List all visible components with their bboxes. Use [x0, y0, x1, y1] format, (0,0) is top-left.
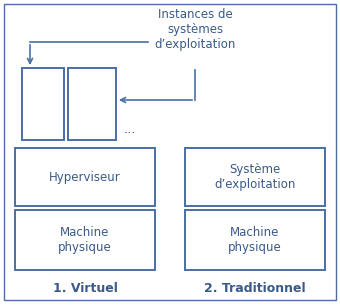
Text: Système
d’exploitation: Système d’exploitation [214, 163, 296, 191]
Bar [22, 68, 64, 140]
Bar [185, 210, 325, 270]
Text: Instances de
systèmes
d’exploitation: Instances de systèmes d’exploitation [154, 8, 236, 51]
Bar [15, 210, 155, 270]
Text: 1. Virtuel: 1. Virtuel [53, 282, 117, 294]
Bar [15, 148, 155, 206]
Text: Machine
physique: Machine physique [58, 226, 112, 254]
Bar [185, 148, 325, 206]
Bar [68, 68, 116, 140]
Text: ...: ... [124, 123, 136, 136]
Text: Hyperviseur: Hyperviseur [49, 170, 121, 184]
Text: Machine
physique: Machine physique [228, 226, 282, 254]
Text: 2. Traditionnel: 2. Traditionnel [204, 282, 306, 294]
